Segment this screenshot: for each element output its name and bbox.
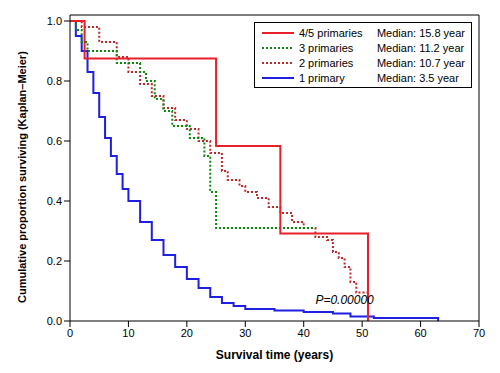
svg-text:0.0: 0.0 [47,315,62,327]
svg-text:40: 40 [298,327,310,339]
html-text:Median: 3.5 year: Median: 3.5 year [376,71,459,84]
svg-text:Survival time (years): Survival time (years) [216,348,333,362]
html-text:3 primaries: 3 primaries [298,41,354,54]
svg-text:30: 30 [239,327,251,339]
svg-text:0: 0 [67,327,73,339]
html-text:Median: 11.2 year: Median: 11.2 year [376,41,465,54]
svg-text:20: 20 [181,327,193,339]
html-text:Median: 15.8 year: Median: 15.8 year [376,26,465,39]
svg-text:70: 70 [473,327,485,339]
html-text:1 primary: 1 primary [298,71,345,84]
svg-text:60: 60 [414,327,426,339]
svg-text:10: 10 [122,327,134,339]
html-text:4/5 primaries: 4/5 primaries [298,26,363,39]
svg-text:0.6: 0.6 [47,135,62,147]
svg-text:0.4: 0.4 [47,195,62,207]
svg-text:0.8: 0.8 [47,75,62,87]
svg-text:P=0.00000: P=0.00000 [315,293,374,307]
svg-text:0.2: 0.2 [47,255,62,267]
html-text:2 primaries: 2 primaries [298,56,354,69]
svg-text:1.0: 1.0 [47,15,62,27]
html-text:Median: 10.7 year: Median: 10.7 year [376,56,465,69]
svg-text:Cumulative proportion survivin: Cumulative proportion surviving (Kaplan–… [16,51,28,303]
svg-text:50: 50 [356,327,368,339]
